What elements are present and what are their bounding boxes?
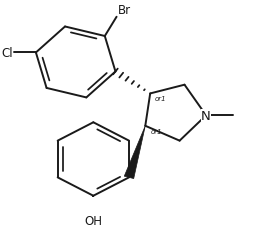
Text: N: N (201, 109, 211, 122)
Polygon shape (124, 126, 145, 179)
Text: OH: OH (84, 214, 102, 225)
Text: or1: or1 (155, 96, 167, 102)
Text: Cl: Cl (2, 47, 13, 60)
Text: Br: Br (118, 4, 131, 17)
Text: or1: or1 (150, 128, 162, 134)
